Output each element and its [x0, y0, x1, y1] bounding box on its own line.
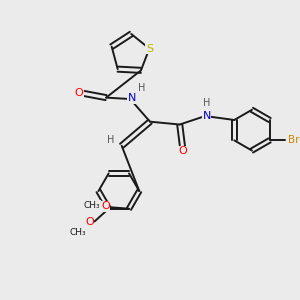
Text: N: N	[128, 94, 136, 103]
Text: H: H	[107, 135, 114, 145]
Text: H: H	[138, 83, 146, 93]
Text: O: O	[75, 88, 84, 98]
Text: N: N	[202, 111, 211, 121]
Text: H: H	[203, 98, 210, 108]
Text: CH₃: CH₃	[69, 228, 86, 237]
Text: O: O	[178, 146, 187, 156]
Text: S: S	[146, 44, 153, 54]
Text: Br: Br	[288, 135, 299, 146]
Text: O: O	[85, 217, 94, 227]
Text: CH₃: CH₃	[84, 200, 101, 209]
Text: O: O	[101, 201, 110, 212]
